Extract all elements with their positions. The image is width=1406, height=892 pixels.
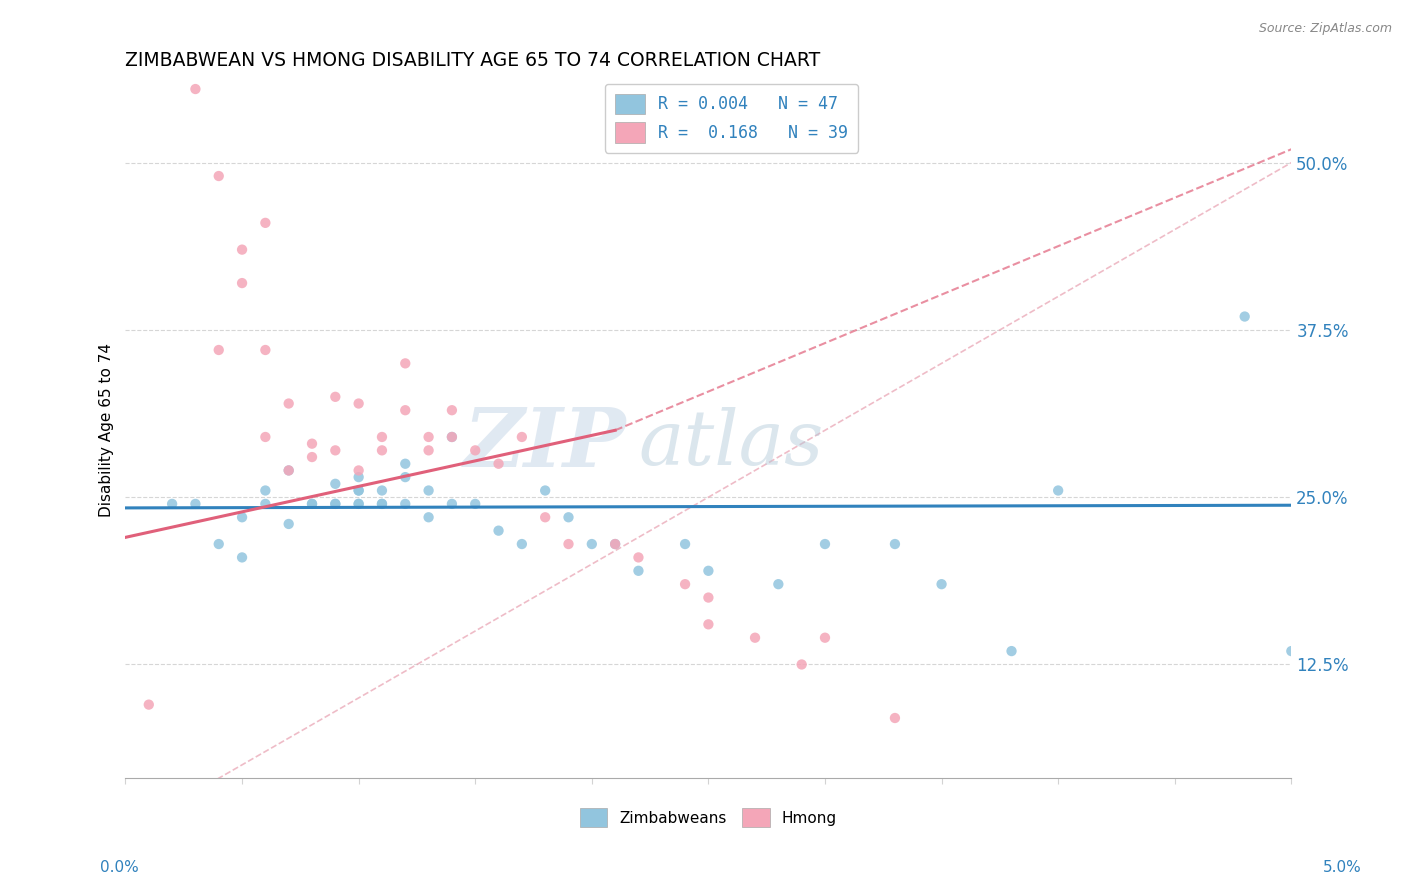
Text: Source: ZipAtlas.com: Source: ZipAtlas.com — [1258, 22, 1392, 36]
Point — [347, 483, 370, 498]
Point — [160, 497, 183, 511]
Point — [394, 356, 416, 370]
Point — [277, 463, 299, 477]
Point — [581, 537, 603, 551]
Point — [371, 497, 394, 511]
Point — [418, 430, 440, 444]
Point — [534, 510, 557, 524]
Point — [347, 470, 370, 484]
Point — [277, 463, 299, 477]
Point — [254, 497, 277, 511]
Point — [184, 497, 207, 511]
Point — [323, 476, 346, 491]
Point — [1279, 644, 1302, 658]
Point — [301, 497, 323, 511]
Point — [371, 497, 394, 511]
Point — [394, 497, 416, 511]
Point — [605, 537, 627, 551]
Point — [884, 711, 907, 725]
Point — [277, 516, 299, 531]
Point — [301, 450, 323, 464]
Point — [1000, 644, 1022, 658]
Point — [768, 577, 790, 591]
Point — [418, 510, 440, 524]
Point — [814, 631, 837, 645]
Point — [697, 591, 720, 605]
Point — [394, 470, 416, 484]
Point — [557, 537, 579, 551]
Point — [673, 577, 696, 591]
Point — [208, 169, 231, 183]
Point — [347, 483, 370, 498]
Point — [208, 343, 231, 357]
Point — [697, 617, 720, 632]
Point — [184, 82, 207, 96]
Point — [418, 483, 440, 498]
Point — [627, 550, 650, 565]
Point — [814, 537, 837, 551]
Point — [231, 276, 253, 290]
Point — [440, 497, 463, 511]
Point — [277, 396, 299, 410]
Point — [557, 510, 579, 524]
Point — [605, 537, 627, 551]
Legend: Zimbabweans, Hmong: Zimbabweans, Hmong — [574, 802, 844, 833]
Point — [301, 497, 323, 511]
Point — [744, 631, 766, 645]
Point — [254, 343, 277, 357]
Point — [347, 396, 370, 410]
Point — [673, 537, 696, 551]
Point — [347, 497, 370, 511]
Text: ZIMBABWEAN VS HMONG DISABILITY AGE 65 TO 74 CORRELATION CHART: ZIMBABWEAN VS HMONG DISABILITY AGE 65 TO… — [125, 51, 821, 70]
Point — [488, 457, 510, 471]
Point — [323, 497, 346, 511]
Point — [488, 524, 510, 538]
Point — [231, 550, 253, 565]
Point — [394, 403, 416, 417]
Point — [254, 430, 277, 444]
Point — [371, 483, 394, 498]
Point — [138, 698, 160, 712]
Point — [1047, 483, 1070, 498]
Point — [510, 537, 533, 551]
Point — [347, 463, 370, 477]
Point — [884, 537, 907, 551]
Point — [371, 443, 394, 458]
Point — [254, 483, 277, 498]
Text: atlas: atlas — [638, 408, 824, 481]
Text: 5.0%: 5.0% — [1323, 861, 1362, 875]
Point — [301, 436, 323, 450]
Point — [440, 430, 463, 444]
Point — [254, 216, 277, 230]
Point — [697, 564, 720, 578]
Point — [347, 497, 370, 511]
Point — [231, 510, 253, 524]
Point — [510, 430, 533, 444]
Point — [418, 443, 440, 458]
Point — [394, 457, 416, 471]
Point — [323, 390, 346, 404]
Point — [323, 443, 346, 458]
Point — [371, 430, 394, 444]
Point — [231, 243, 253, 257]
Text: ZIP: ZIP — [464, 404, 627, 484]
Point — [1233, 310, 1256, 324]
Point — [790, 657, 813, 672]
Point — [208, 537, 231, 551]
Y-axis label: Disability Age 65 to 74: Disability Age 65 to 74 — [100, 343, 114, 517]
Point — [534, 483, 557, 498]
Point — [931, 577, 953, 591]
Text: 0.0%: 0.0% — [100, 861, 139, 875]
Point — [464, 443, 486, 458]
Point — [323, 497, 346, 511]
Point — [440, 403, 463, 417]
Point — [627, 564, 650, 578]
Point — [440, 430, 463, 444]
Point — [464, 497, 486, 511]
